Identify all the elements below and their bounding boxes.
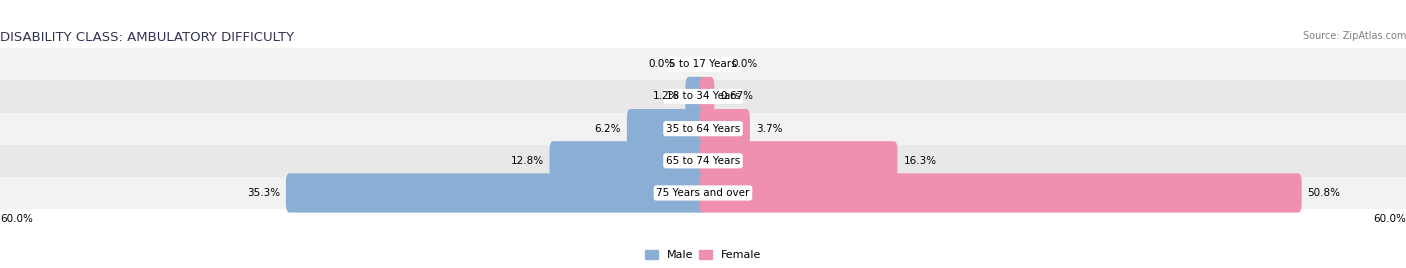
Text: 75 Years and over: 75 Years and over: [657, 188, 749, 198]
Text: 1.2%: 1.2%: [652, 91, 679, 102]
Text: 0.0%: 0.0%: [648, 59, 675, 69]
Legend: Male, Female: Male, Female: [640, 245, 766, 265]
Text: 3.7%: 3.7%: [756, 124, 782, 134]
Text: 5 to 17 Years: 5 to 17 Years: [669, 59, 737, 69]
FancyBboxPatch shape: [550, 141, 707, 180]
Text: 35 to 64 Years: 35 to 64 Years: [666, 124, 740, 134]
Text: 18 to 34 Years: 18 to 34 Years: [666, 91, 740, 102]
FancyBboxPatch shape: [686, 77, 707, 116]
Text: Source: ZipAtlas.com: Source: ZipAtlas.com: [1302, 31, 1406, 40]
Text: 16.3%: 16.3%: [904, 156, 936, 166]
Text: 50.8%: 50.8%: [1308, 188, 1340, 198]
FancyBboxPatch shape: [0, 48, 1406, 80]
Text: 35.3%: 35.3%: [247, 188, 280, 198]
Text: 60.0%: 60.0%: [0, 214, 32, 224]
FancyBboxPatch shape: [700, 77, 714, 116]
FancyBboxPatch shape: [700, 109, 749, 148]
Text: 6.2%: 6.2%: [595, 124, 621, 134]
Text: 0.67%: 0.67%: [720, 91, 754, 102]
Text: 60.0%: 60.0%: [1374, 214, 1406, 224]
FancyBboxPatch shape: [700, 141, 897, 180]
FancyBboxPatch shape: [0, 113, 1406, 145]
FancyBboxPatch shape: [285, 173, 707, 213]
FancyBboxPatch shape: [0, 145, 1406, 177]
Text: 0.0%: 0.0%: [731, 59, 758, 69]
FancyBboxPatch shape: [0, 80, 1406, 113]
FancyBboxPatch shape: [700, 173, 1302, 213]
FancyBboxPatch shape: [0, 177, 1406, 209]
FancyBboxPatch shape: [627, 109, 707, 148]
Text: DISABILITY CLASS: AMBULATORY DIFFICULTY: DISABILITY CLASS: AMBULATORY DIFFICULTY: [0, 31, 294, 44]
Text: 12.8%: 12.8%: [510, 156, 544, 166]
Text: 65 to 74 Years: 65 to 74 Years: [666, 156, 740, 166]
